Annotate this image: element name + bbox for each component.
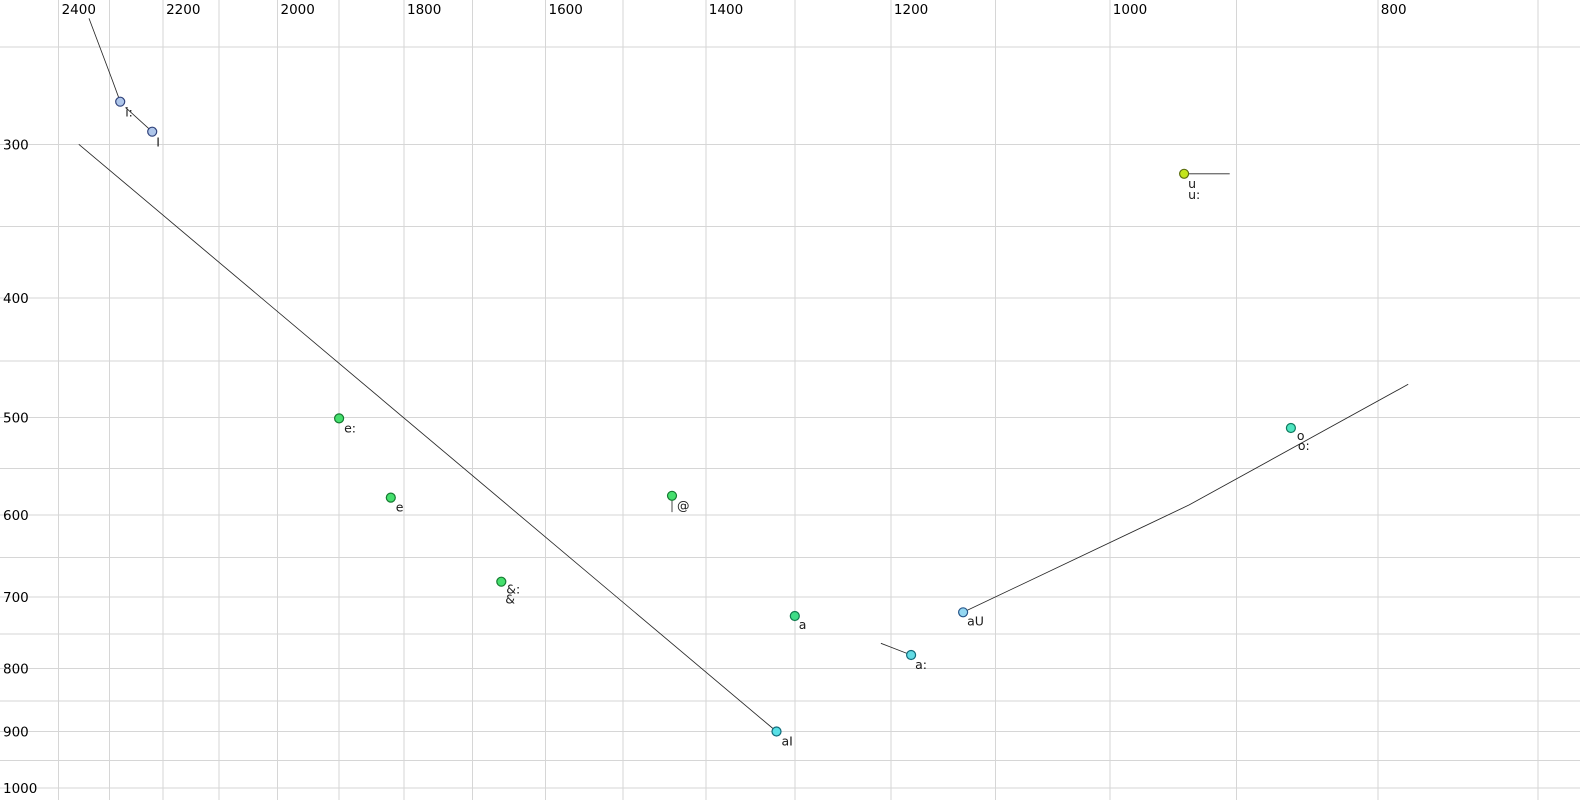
trajectory-I bbox=[125, 107, 153, 133]
x-tick-label-1000: 1000 bbox=[1113, 2, 1147, 18]
x-tick-label-800: 800 bbox=[1381, 2, 1407, 18]
vowel-label-o-o-long-0: o bbox=[1297, 428, 1305, 443]
vowel-label-e-long: e: bbox=[344, 420, 356, 435]
x-tick-label-2400: 2400 bbox=[62, 2, 96, 18]
vowel-label-schwa: @ bbox=[677, 498, 690, 513]
vowel-point-e-long bbox=[334, 413, 345, 424]
vowel-label-o-o-long-1: o: bbox=[1298, 438, 1310, 453]
vowel-point-a bbox=[789, 610, 800, 622]
vowel-point-I bbox=[147, 126, 158, 137]
trajectory-i-long bbox=[88, 18, 121, 102]
y-tick-label-900: 900 bbox=[3, 725, 29, 741]
vowel-point-o-o-long bbox=[1285, 422, 1297, 434]
x-tick-label-2200: 2200 bbox=[166, 2, 200, 18]
y-tick-label-1000: 1000 bbox=[3, 781, 37, 797]
y-tick-label-300: 300 bbox=[3, 137, 29, 153]
y-tick-label-700: 700 bbox=[3, 590, 29, 606]
vowel-point-e bbox=[385, 492, 396, 503]
vowel-point-u-u-long bbox=[1178, 168, 1190, 179]
vowel-label-a: a bbox=[799, 617, 807, 632]
vowel-label-u-u-long-0: u bbox=[1188, 176, 1196, 191]
vowel-point-aI bbox=[771, 726, 782, 737]
vowel-label-e: e bbox=[396, 500, 404, 515]
vowel-point-i-long bbox=[115, 96, 126, 107]
vowel-label-ae-ae-long-1: & bbox=[505, 592, 515, 607]
vowel-point-ae-ae-long bbox=[496, 576, 507, 587]
vowel-label-aU: aU bbox=[967, 613, 984, 628]
y-tick-label-800: 800 bbox=[3, 662, 29, 678]
x-tick-label-1200: 1200 bbox=[894, 2, 928, 18]
vowel-label-i-long: i: bbox=[125, 105, 133, 120]
y-tick-label-500: 500 bbox=[3, 410, 29, 426]
y-tick-label-600: 600 bbox=[3, 508, 29, 524]
vowel-point-schwa bbox=[666, 490, 678, 501]
y-tick-label-400: 400 bbox=[3, 291, 29, 307]
trajectory-aI bbox=[78, 143, 777, 732]
vowel-label-a-long: a: bbox=[915, 657, 927, 672]
vowel-label-ae-ae-long-0: &: bbox=[506, 582, 520, 597]
vowel-point-a-long bbox=[905, 649, 917, 661]
x-tick-label-1800: 1800 bbox=[407, 2, 441, 18]
trajectory-a-long bbox=[880, 642, 912, 656]
x-tick-label-2000: 2000 bbox=[281, 2, 315, 18]
trajectory-aU bbox=[962, 383, 1409, 613]
x-tick-label-1400: 1400 bbox=[709, 2, 743, 18]
vowel-label-I: I bbox=[156, 135, 160, 150]
vowel-label-aI: aI bbox=[782, 734, 793, 749]
x-tick-label-1600: 1600 bbox=[549, 2, 583, 18]
vowel-point-aU bbox=[957, 607, 969, 618]
vowel-label-u-u-long-1: u: bbox=[1188, 187, 1200, 202]
